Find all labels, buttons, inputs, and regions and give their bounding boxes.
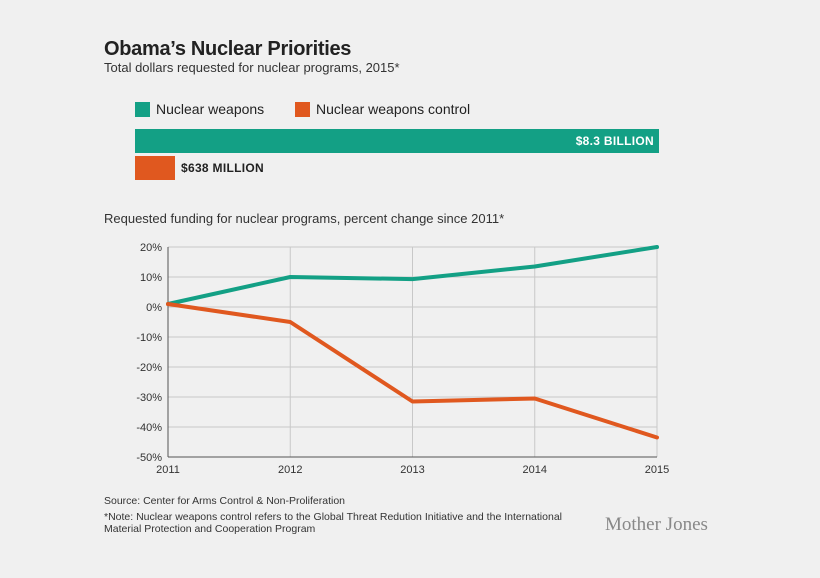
y-tick-label: -10% — [136, 332, 162, 344]
bar-weapons-label: $8.3 BILLION — [575, 134, 654, 148]
y-tick-label: -30% — [136, 392, 162, 404]
y-axis-ticks: 20% 10% 0% -10% -20% -30% -40% -50% — [136, 242, 162, 464]
footnote: *Note: Nuclear weapons control refers to… — [104, 511, 562, 535]
y-tick-label: -50% — [136, 452, 162, 464]
line-chart-title: Requested funding for nuclear programs, … — [104, 211, 505, 226]
series-line-control — [166, 302, 659, 440]
x-tick-label: 2012 — [278, 464, 302, 476]
y-tick-label: -40% — [136, 422, 162, 434]
mother-jones-logo: Mother Jones — [605, 514, 708, 535]
x-axis-ticks: 2011 2012 2013 2014 2015 — [156, 464, 669, 476]
legend-swatch-control — [295, 101, 310, 117]
chart-title: Obama’s Nuclear Priorities — [104, 38, 352, 60]
y-tick-label: 0% — [146, 302, 162, 314]
legend-label-control: Nuclear weapons control — [316, 101, 471, 117]
x-tick-label: 2015 — [645, 464, 669, 476]
source-note: Source: Center for Arms Control & Non-Pr… — [104, 495, 346, 507]
y-tick-label: -20% — [136, 362, 162, 374]
y-tick-label: 10% — [140, 272, 162, 284]
bar-control — [135, 156, 175, 180]
legend-item-weapons: Nuclear weapons — [135, 101, 264, 117]
chart-subtitle: Total dollars requested for nuclear prog… — [104, 60, 400, 75]
legend-item-control: Nuclear weapons control — [295, 101, 470, 117]
legend-label-weapons: Nuclear weapons — [156, 101, 265, 117]
bar-control-label: $638 MILLION — [181, 161, 264, 175]
bar-weapons: $8.3 BILLION — [135, 129, 659, 153]
x-tick-label: 2011 — [156, 464, 180, 476]
y-tick-label: 20% — [140, 242, 162, 254]
chart-grid — [167, 246, 658, 458]
chart-series — [166, 245, 659, 440]
x-tick-label: 2013 — [400, 464, 424, 476]
x-tick-label: 2014 — [523, 464, 547, 476]
series-line-weapons — [166, 245, 659, 306]
legend-swatch-weapons — [135, 101, 150, 117]
